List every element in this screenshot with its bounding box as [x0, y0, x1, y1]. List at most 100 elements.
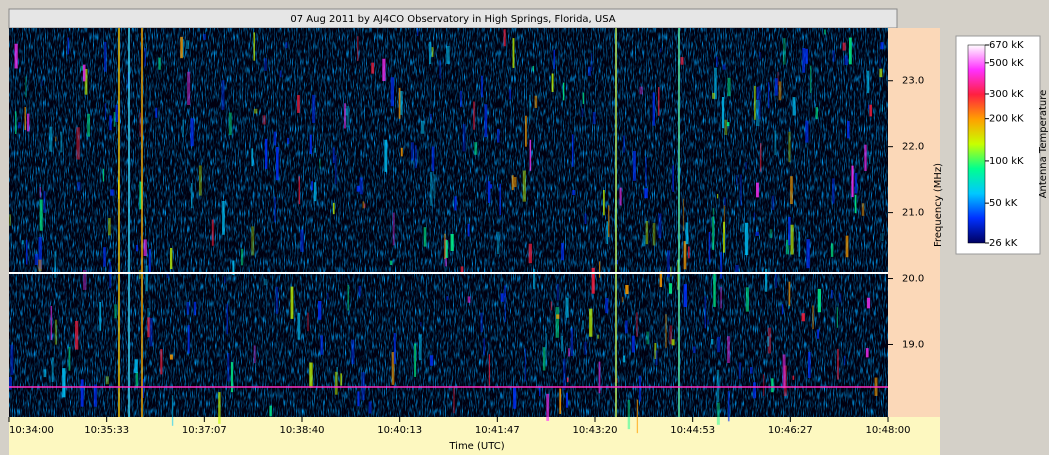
spectrogram-streak	[636, 399, 639, 434]
spectrogram-streak	[774, 78, 778, 96]
spectrogram-streak	[584, 213, 587, 225]
spectrogram-streak	[38, 237, 42, 269]
spectrogram-streak	[584, 341, 587, 355]
spectrogram-streak	[18, 122, 21, 129]
spectrogram-streak	[15, 111, 17, 135]
spectrogram-streak	[716, 402, 720, 425]
x-tick-label: 10:37:07	[182, 425, 227, 436]
y-tick-label: 21.0	[902, 208, 924, 219]
spectrogram-streak	[496, 231, 500, 255]
spectrogram-streak	[707, 319, 709, 325]
spectrogram-streak	[759, 52, 761, 60]
spectrogram-streak	[218, 392, 221, 424]
spectrogram-streak	[788, 304, 790, 309]
colorbar-tick-label: 500 kK	[989, 58, 1024, 69]
spectrogram-streak	[55, 136, 57, 142]
spectrogram-streak	[785, 239, 789, 255]
spectrogram-streak	[113, 111, 116, 127]
spectrogram-streak	[775, 272, 778, 288]
spectrogram-streak	[21, 240, 24, 245]
spectrogram-streak	[830, 290, 834, 299]
spectrogram-streak	[556, 314, 560, 319]
colorbar-tick-label: 670 kK	[989, 40, 1024, 51]
y-tick-label: 19.0	[902, 339, 924, 350]
spectrogram-streak	[135, 244, 139, 252]
spectrogram-streak	[462, 124, 466, 152]
spectrogram-streak	[84, 68, 88, 95]
spectrogram-streak	[472, 101, 476, 130]
spectrogram-streak	[848, 37, 852, 65]
spectrogram-streak	[486, 174, 488, 194]
spectrogram-streak	[414, 343, 417, 377]
chart-title: 07 Aug 2011 by AJ4CO Observatory in High…	[290, 14, 615, 25]
spectrogram-streak	[716, 369, 720, 403]
spectrogram-streak	[359, 177, 363, 195]
spectrogram-streak	[433, 174, 436, 199]
spectrogram-streak	[453, 388, 455, 414]
spectrogram-streak	[745, 287, 749, 312]
spectrogram-streak	[513, 387, 517, 409]
spectrogram-streak	[790, 224, 794, 255]
spectrogram-streak	[414, 145, 417, 169]
spectrogram-streak	[49, 126, 53, 152]
spectrogram-streak	[332, 202, 335, 215]
spectrogram-streak	[149, 318, 153, 347]
spectrogram-streak	[62, 368, 66, 398]
spectrogram-streak	[110, 189, 114, 196]
spectrogram-streak	[509, 89, 512, 100]
spectrogram-streak	[364, 203, 366, 208]
spectrogram-streak	[431, 146, 435, 172]
spectrogram-streak	[658, 87, 660, 116]
spectrogram-streak	[82, 64, 86, 82]
spectrogram-noise	[9, 28, 888, 417]
spectrogram-streak	[115, 104, 118, 123]
spectrogram-streak	[24, 107, 26, 131]
spectrogram-streak	[801, 313, 805, 322]
spectrogram-streak	[566, 377, 569, 383]
y-tick-label: 22.0	[902, 142, 924, 153]
spectrogram-streak	[619, 187, 622, 206]
spectrogram-streak	[362, 201, 365, 209]
spectrogram-streak	[418, 334, 422, 361]
spectrogram-streak	[105, 376, 109, 385]
spectrogram-streak	[524, 348, 526, 382]
y-tick-label: 20.0	[902, 274, 924, 285]
x-tick-label: 10:34:00	[9, 425, 54, 436]
spectrogram-streak	[603, 190, 605, 216]
spectrogram-streak	[340, 373, 343, 386]
spectrogram-streak	[529, 139, 532, 171]
spectrogram-streak	[467, 296, 471, 303]
spectrogram-streak	[762, 374, 765, 396]
spectrogram-streak	[76, 127, 80, 160]
spectrogram-streak	[400, 147, 403, 157]
spectrogram-streak	[678, 28, 680, 417]
spectrogram-streak	[93, 384, 97, 407]
spectrogram-streak	[160, 349, 163, 375]
spectrogram-streak	[606, 221, 608, 245]
spectrogram-streak	[665, 314, 667, 348]
spectrogram-streak	[645, 220, 649, 245]
spectrogram-streak	[724, 119, 728, 135]
spectrogram-streak	[798, 231, 801, 257]
spectrogram-streak	[398, 87, 401, 119]
spectrogram-streak	[139, 269, 141, 279]
spectrogram-streak	[357, 391, 360, 407]
spectrogram-streak	[866, 297, 871, 309]
spectrogram-streak	[499, 183, 501, 216]
spectrogram-streak	[134, 359, 138, 374]
spectrogram-streak	[832, 50, 835, 62]
spectrogram-streak	[843, 355, 846, 366]
spectrogram-streak	[460, 266, 464, 275]
spectrogram-streak	[672, 165, 675, 192]
spectrogram-streak	[546, 393, 550, 421]
spectrogram-streak	[792, 97, 796, 116]
spectrogram-streak	[605, 298, 609, 314]
spectrogram-streak	[760, 143, 762, 172]
spectrogram-streak	[335, 155, 337, 185]
spectrogram-streak	[285, 42, 288, 49]
spectrogram-streak	[867, 104, 870, 110]
spectrogram-streak	[319, 158, 321, 169]
spectrogram-streak	[782, 354, 786, 389]
spectrogram-streak	[9, 214, 11, 226]
